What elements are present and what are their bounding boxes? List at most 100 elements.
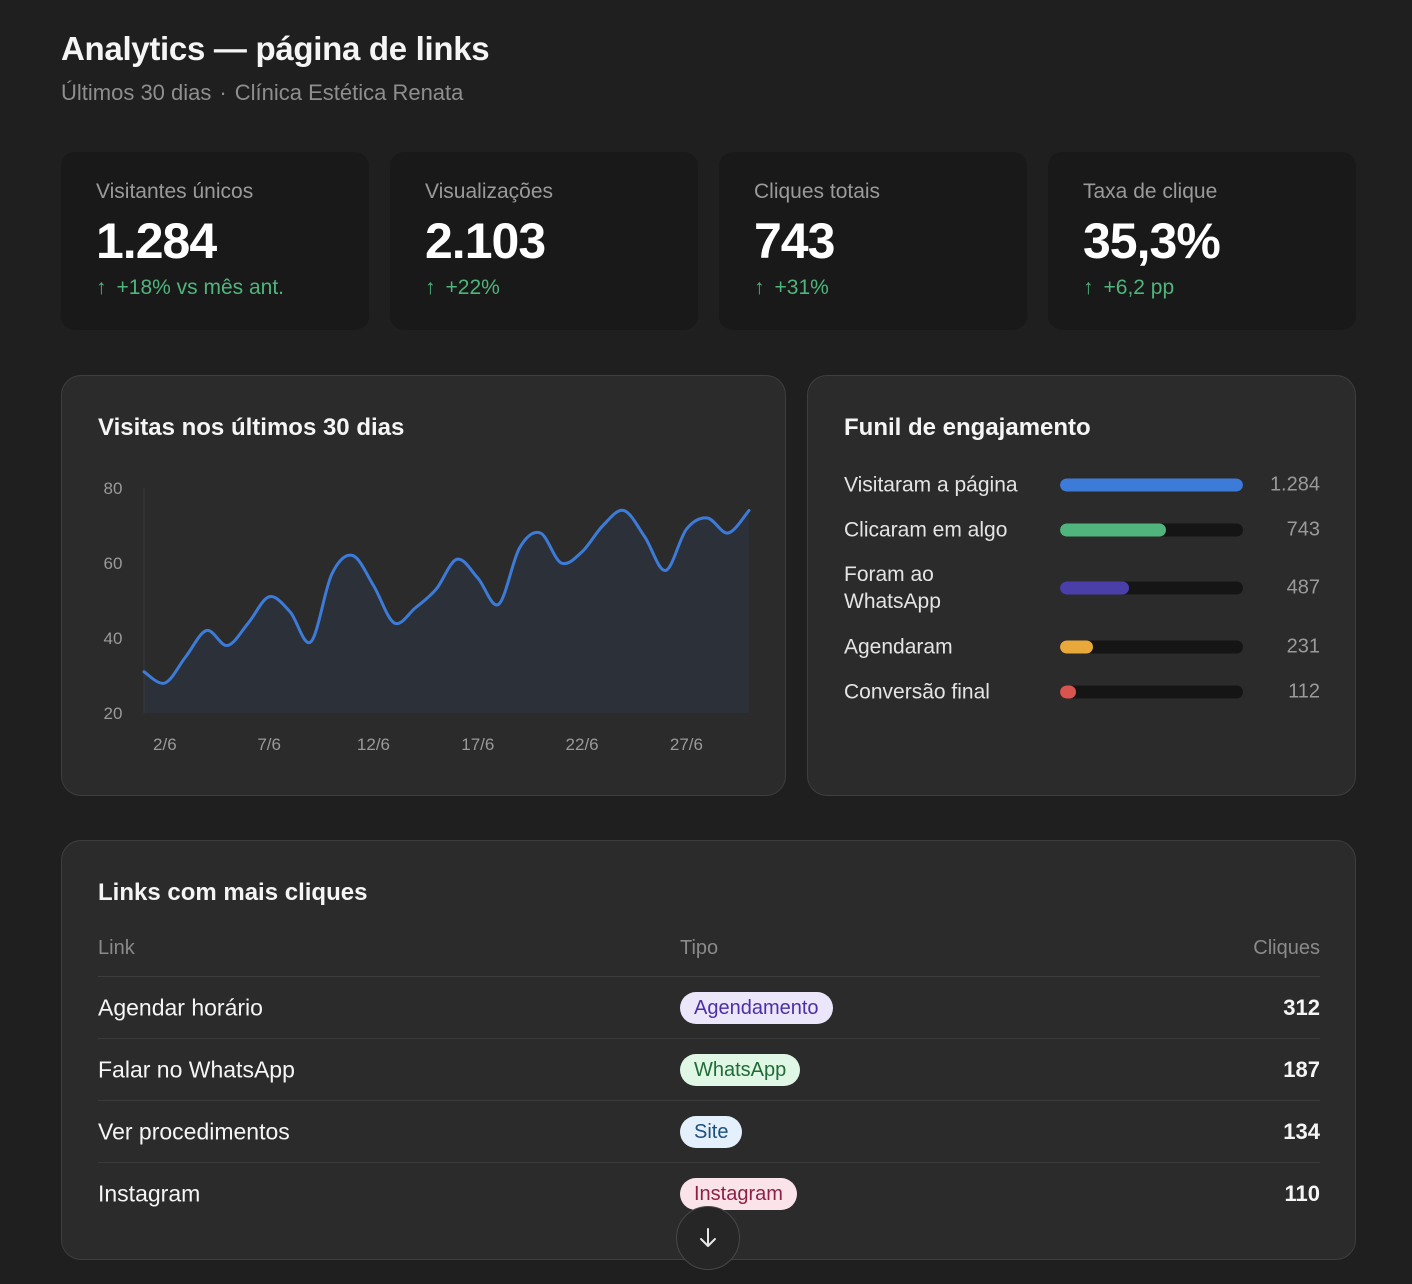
kpi-card-total-clicks: Cliques totais 743 ↑ +31% (719, 152, 1027, 330)
funnel-label: Visitaram a página (844, 473, 1018, 497)
arrow-up-icon: ↑ (425, 276, 436, 299)
page-header: Analytics — página de links Últimos 30 d… (61, 30, 490, 106)
funnel-label: Conversão final (844, 680, 990, 704)
chart-series-line (142, 508, 751, 685)
kpi-value: 35,3% (1083, 213, 1221, 269)
chart-area-fill (144, 510, 749, 713)
funnel-label: Clicaram em algo (844, 518, 1008, 542)
visits-area-chart: 20 40 60 80 2/6 7/6 12/6 17/6 22/6 27/6 (104, 479, 751, 754)
funnel-card: Funil de engajamento Visitaram a página … (807, 375, 1356, 796)
kpi-label: Visualizações (425, 180, 554, 203)
link-name: Falar no WhatsApp (98, 1056, 295, 1082)
kpi-label: Cliques totais (754, 180, 881, 203)
funnel-value: 743 (1286, 518, 1320, 541)
page-subtitle: Últimos 30 dias · Clínica Estética Renata (61, 80, 489, 106)
type-cell: Agendamento (680, 991, 833, 1024)
table-row[interactable]: Ver procedimentos Site 134 (98, 1101, 1320, 1163)
y-tick-label: 80 (104, 479, 123, 498)
funnel-label: Foram ao WhatsApp (844, 563, 941, 613)
funnel-value: 487 (1286, 576, 1320, 599)
type-badge: WhatsApp (680, 1053, 801, 1086)
kpi-delta: ↑ +31% (754, 276, 992, 300)
y-tick-label: 60 (104, 554, 123, 573)
visits-chart-card: Visitas nos últimos 30 dias 20 40 60 80 2/6 7… (61, 375, 786, 796)
funnel-row: Conversão final 112 (844, 665, 1320, 719)
funnel-row: Visitaram a página 1.284 (844, 458, 1320, 512)
funnel-value: 1.284 (1269, 473, 1320, 496)
y-tick-label: 20 (104, 704, 123, 723)
x-tick-label: 22/6 (566, 735, 599, 754)
clicks-count: 110 (1284, 1181, 1321, 1206)
x-tick-label: 2/6 (153, 735, 177, 754)
x-tick-label: 27/6 (670, 735, 703, 754)
clicks-count: 134 (1283, 1118, 1320, 1144)
funnel-bar-track (1060, 685, 1243, 699)
column-header-type: Tipo (680, 937, 719, 959)
funnel-bar-fill (1060, 523, 1166, 537)
funnel-bar-track (1060, 523, 1243, 537)
column-header-link: Link (98, 937, 135, 959)
arrow-up-icon: ↑ (96, 276, 107, 299)
table-row[interactable]: Agendar horário Agendamento 312 (98, 977, 1320, 1039)
kpi-row: Visitantes únicos 1.284 ↑ +18% vs mês ant… (61, 152, 1356, 330)
type-cell: Site (680, 1115, 743, 1148)
funnel-bar-fill (1060, 640, 1093, 654)
kpi-delta-text: +6,2 pp (1103, 276, 1175, 299)
funnel-row: Clicaram em algo 743 (844, 503, 1320, 557)
x-tick-label: 12/6 (357, 735, 390, 754)
kpi-label: Taxa de clique (1083, 180, 1218, 203)
clicks-count: 312 (1283, 994, 1320, 1020)
kpi-label: Visitantes únicos (96, 180, 254, 203)
table-header: Link Tipo Cliques (98, 937, 1320, 977)
arrow-up-icon: ↑ (1083, 276, 1094, 299)
clicks-count: 187 (1283, 1056, 1320, 1082)
x-tick-label: 17/6 (461, 735, 494, 754)
kpi-delta-text: +22% (445, 276, 500, 299)
table-row[interactable]: Instagram Instagram 110 (98, 1163, 1320, 1225)
table-row[interactable]: Falar no WhatsApp WhatsApp 187 (98, 1039, 1320, 1101)
link-name: Instagram (98, 1180, 201, 1207)
kpi-delta-text: +31% (774, 276, 829, 299)
kpi-delta: ↑ +6,2 pp (1083, 276, 1321, 300)
arrow-down-icon (700, 1228, 716, 1247)
funnel-row: Agendaram 231 (844, 620, 1320, 674)
kpi-value: 2.103 (425, 213, 546, 269)
funnel-bar-track (1060, 581, 1243, 595)
funnel-bar-fill (1060, 685, 1076, 699)
top-links-card: Links com mais cliques Link Tipo Cliques… (61, 840, 1356, 1260)
kpi-delta: ↑ +18% vs mês ant. (96, 276, 334, 300)
period-label: Últimos 30 dias (61, 80, 212, 105)
column-header-clicks: Cliques (1253, 937, 1320, 959)
kpi-card-views: Visualizações 2.103 ↑ +22% (390, 152, 698, 330)
separator-dot: · (219, 80, 227, 105)
funnel-row: Foram ao WhatsApp 487 (844, 561, 1320, 615)
type-cell: Instagram (680, 1178, 797, 1210)
scroll-down-button[interactable] (676, 1206, 740, 1270)
funnel-bar-fill (1060, 478, 1243, 492)
arrow-up-icon: ↑ (754, 276, 765, 299)
page-title: Analytics — página de links (61, 30, 490, 67)
kpi-card-click-rate: Taxa de clique 35,3% ↑ +6,2 pp (1048, 152, 1356, 330)
kpi-card-unique-visitors: Visitantes únicos 1.284 ↑ +18% vs mês ant… (61, 152, 369, 330)
type-cell: WhatsApp (680, 1053, 801, 1086)
funnel-bar-track (1060, 478, 1243, 492)
type-badge: Agendamento (680, 991, 833, 1024)
chart-title: Visitas nos últimos 30 dias (98, 414, 405, 441)
funnel-bar-fill (1060, 581, 1130, 595)
kpi-value: 743 (754, 213, 835, 269)
kpi-value: 1.284 (96, 213, 217, 269)
funnel-value: 231 (1286, 635, 1320, 658)
kpi-delta-text: +18% vs mês ant. (116, 276, 285, 299)
link-name: Ver procedimentos (98, 1118, 290, 1144)
type-badge: Instagram (680, 1178, 797, 1210)
client-name: Clínica Estética Renata (234, 80, 464, 105)
top-links-title: Links com mais cliques (98, 879, 368, 906)
funnel-bar-track (1060, 640, 1243, 654)
funnel-value: 112 (1288, 680, 1320, 703)
funnel-title: Funil de engajamento (844, 414, 1091, 441)
x-tick-label: 7/6 (257, 735, 281, 754)
funnel-label: Agendaram (844, 635, 953, 659)
y-tick-label: 40 (104, 629, 123, 648)
kpi-delta: ↑ +22% (425, 276, 663, 300)
link-name: Agendar horário (98, 994, 263, 1020)
